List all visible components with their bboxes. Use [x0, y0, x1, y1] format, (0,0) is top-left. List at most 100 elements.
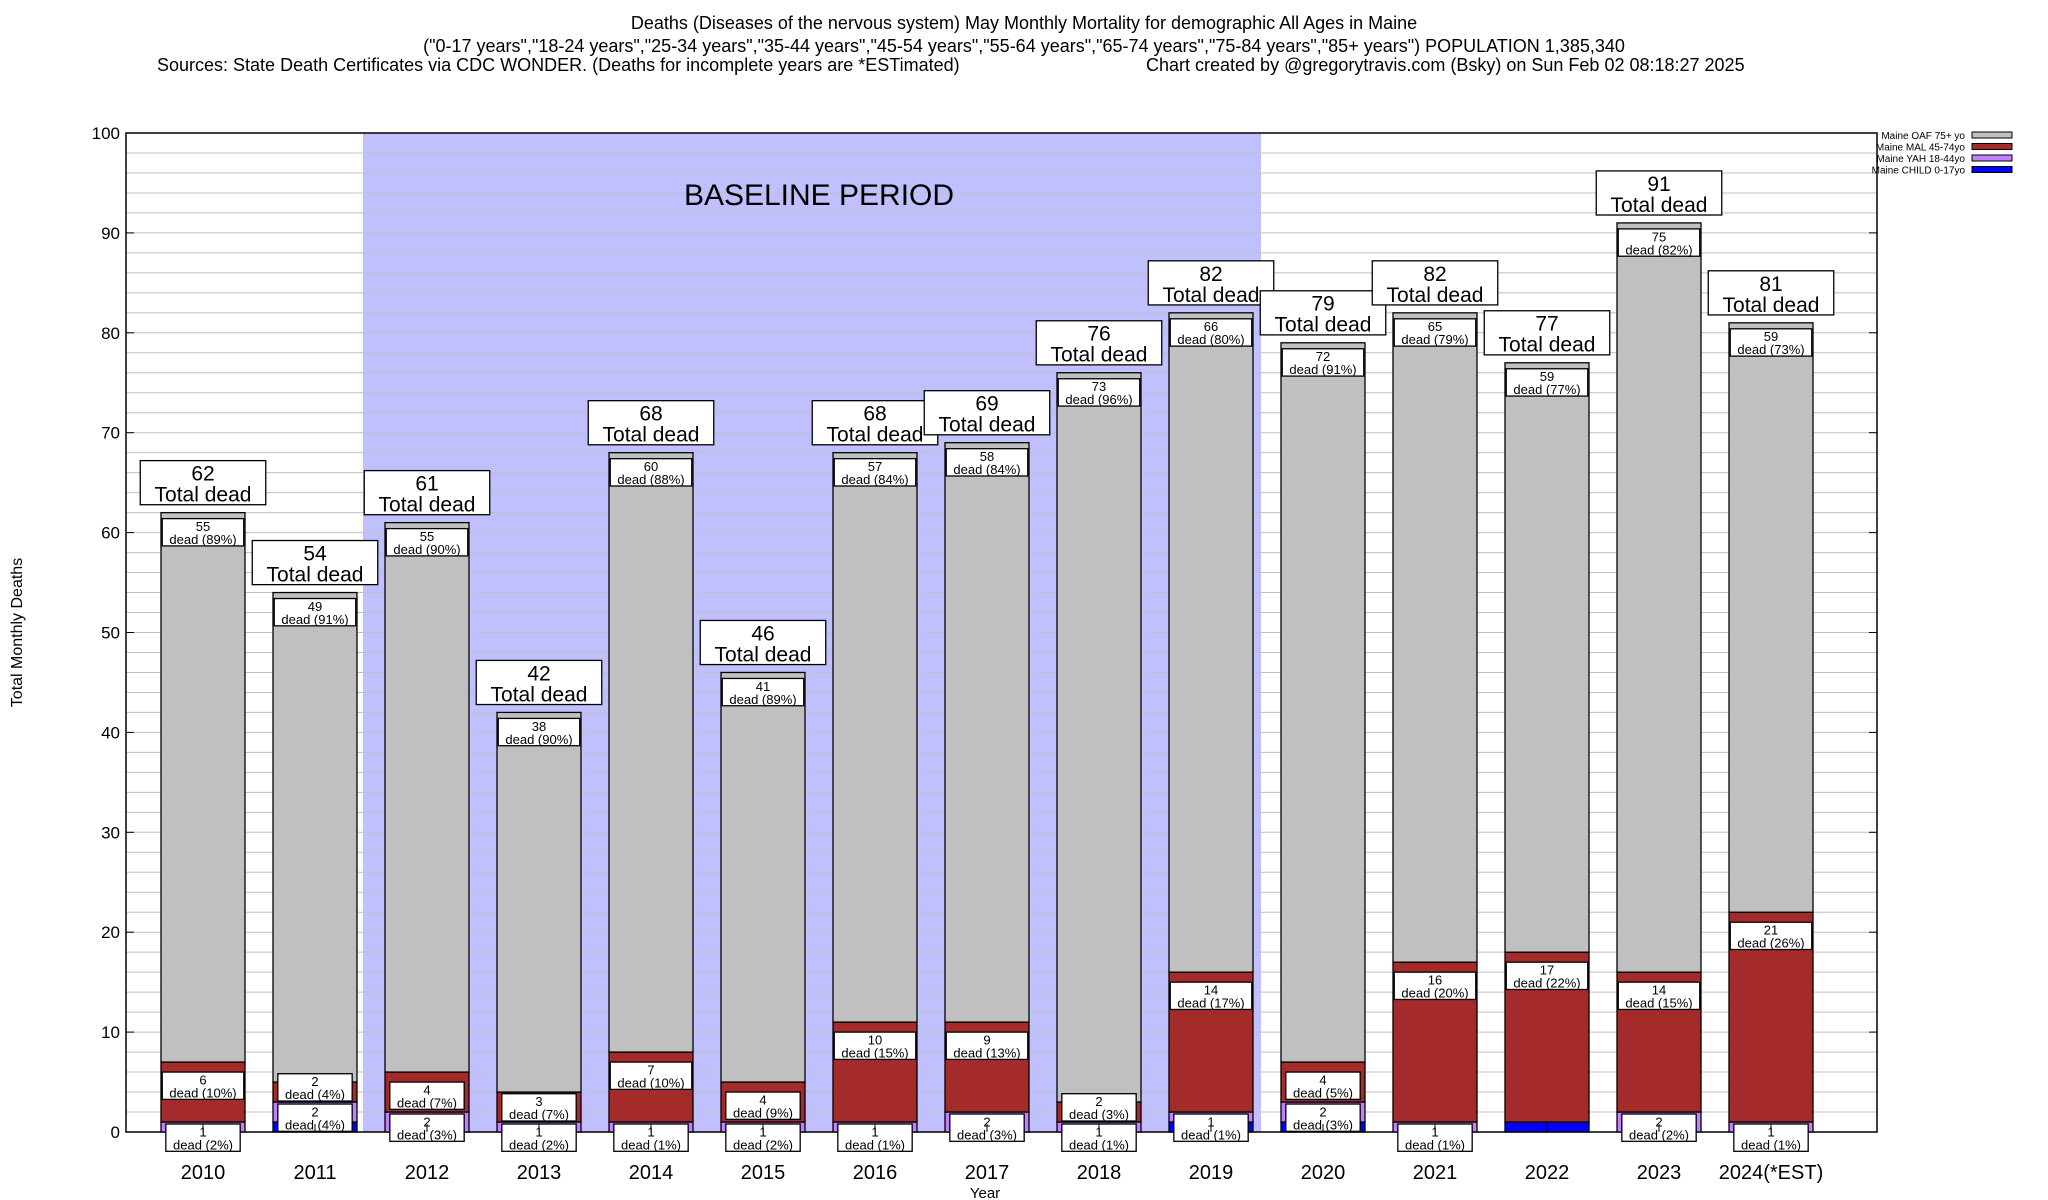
- total-label-value: 82: [1423, 263, 1446, 286]
- y-tick-label: 90: [101, 224, 120, 243]
- segment-label-box: [277, 1073, 353, 1102]
- total-label-box: [1371, 260, 1499, 306]
- segment-label-value: 2: [1095, 1094, 1102, 1109]
- x-axis-label: Year: [970, 1185, 1000, 1200]
- x-tick-label: 2010: [181, 1162, 226, 1184]
- segment-label-pct: dead (20%): [1401, 986, 1468, 1001]
- legend-swatch: [1971, 166, 2013, 173]
- legend-label: Maine YAH 18-44yo: [1876, 154, 1965, 165]
- segment-label-box: [1281, 348, 1365, 377]
- bar-segment-maine-oaf-75-yo: [496, 711, 582, 1093]
- segment-label-value: 60: [644, 459, 658, 474]
- segment-label-value: 7: [647, 1062, 654, 1077]
- chart-title: Deaths (Diseases of the nervous system) …: [630, 13, 1418, 33]
- y-axis-label: Total Monthly Deaths: [9, 558, 26, 707]
- segment-label-value: 9: [983, 1032, 990, 1047]
- y-tick-label: 50: [101, 624, 120, 643]
- segment-label-value: 4: [423, 1082, 430, 1097]
- total-label-box: [475, 659, 603, 706]
- x-tick-label: 2015: [741, 1162, 786, 1184]
- total-label-value: 77: [1535, 313, 1558, 336]
- total-label-box: [251, 539, 379, 586]
- segment-label-pct: dead (2%): [1629, 1127, 1689, 1142]
- y-tick-label: 20: [101, 923, 120, 942]
- segment-label-value: 75: [1652, 229, 1666, 244]
- segment-label-box: [1061, 1093, 1137, 1122]
- total-label-value: 54: [303, 542, 327, 565]
- bar-segment-maine-oaf-75-yo: [384, 521, 470, 1073]
- total-label-value: 79: [1311, 293, 1334, 316]
- total-label-value: 61: [415, 473, 438, 496]
- total-label-box: [363, 469, 491, 516]
- segment-label-pct: dead (91%): [281, 612, 348, 627]
- y-tick-label: 80: [101, 324, 120, 343]
- segment-label-pct: dead (89%): [169, 532, 236, 547]
- chart-sources: Sources: State Death Certificates via CD…: [157, 55, 960, 75]
- legend-swatch: [1971, 131, 2013, 139]
- segment-label-pct: dead (13%): [953, 1045, 1020, 1060]
- segment-label-box: [273, 597, 357, 627]
- segment-label-value: 55: [196, 519, 210, 534]
- segment-label-value: 2: [311, 1104, 318, 1119]
- segment-label-value: 14: [1652, 983, 1666, 998]
- segment-label-box: [609, 1061, 693, 1091]
- y-tick-label: 70: [101, 424, 120, 443]
- segment-label-pct: dead (90%): [393, 542, 460, 557]
- total-label-value: 68: [639, 403, 662, 426]
- segment-label-value: 2: [1319, 1104, 1326, 1119]
- x-tick-label: 2022: [1525, 1162, 1570, 1184]
- segment-label-value: 17: [1540, 963, 1554, 978]
- segment-label-box: [609, 458, 693, 487]
- segment-label-pct: dead (10%): [617, 1075, 684, 1090]
- segment-label-value: 38: [532, 719, 546, 734]
- bar-segment-maine-oaf-75-yo: [1168, 312, 1254, 973]
- total-label-box: [1035, 320, 1163, 366]
- bar-segment-maine-oaf-75-yo: [1392, 312, 1478, 963]
- segment-label-value: 59: [1540, 369, 1554, 384]
- segment-label-box: [1061, 1123, 1137, 1152]
- total-label-pct: Total dead: [715, 643, 812, 666]
- total-label-pct: Total dead: [827, 424, 924, 447]
- segment-label-value: 1: [1207, 1114, 1214, 1129]
- segment-label-box: [161, 1071, 245, 1101]
- total-label-pct: Total dead: [1499, 334, 1596, 357]
- segment-label-pct: dead (15%): [841, 1045, 908, 1060]
- total-label-value: 69: [975, 393, 998, 416]
- segment-label-pct: dead (80%): [1177, 332, 1244, 347]
- segment-label-pct: dead (84%): [953, 462, 1020, 477]
- x-tick-label: 2013: [517, 1162, 562, 1184]
- total-label-pct: Total dead: [491, 683, 588, 706]
- segment-label-pct: dead (96%): [1065, 392, 1132, 407]
- segment-label-pct: dead (73%): [1737, 342, 1804, 357]
- total-label-pct: Total dead: [1723, 294, 1820, 317]
- segment-label-box: [501, 1093, 577, 1122]
- bar-segment-maine-oaf-75-yo: [1056, 372, 1142, 1103]
- bar-segment-maine-oaf-75-yo: [160, 511, 246, 1063]
- segment-label-value: 73: [1092, 379, 1106, 394]
- total-label-pct: Total dead: [603, 424, 700, 447]
- bar-segment-maine-oaf-75-yo: [1728, 322, 1814, 913]
- total-label-value: 91: [1647, 173, 1670, 196]
- segment-label-pct: dead (1%): [1741, 1137, 1801, 1152]
- segment-label-box: [1169, 981, 1253, 1011]
- segment-label-value: 55: [420, 529, 434, 544]
- total-label-value: 68: [863, 403, 886, 426]
- total-label-box: [923, 390, 1051, 436]
- segment-label-value: 58: [980, 449, 994, 464]
- segment-label-pct: dead (4%): [285, 1087, 345, 1102]
- segment-label-pct: dead (7%): [509, 1107, 569, 1122]
- total-label-box: [699, 619, 827, 666]
- x-tick-label: 2018: [1077, 1162, 1122, 1184]
- bar-segment-maine-oaf-75-yo: [944, 442, 1030, 1023]
- segment-label-value: 14: [1204, 983, 1218, 998]
- segment-label-pct: dead (84%): [841, 472, 908, 487]
- total-label-pct: Total dead: [155, 484, 252, 507]
- bar-segment-maine-oaf-75-yo: [832, 452, 918, 1023]
- segment-label-pct: dead (3%): [957, 1127, 1017, 1142]
- segment-label-box: [833, 458, 917, 487]
- segment-label-box: [1169, 318, 1253, 347]
- segment-label-pct: dead (22%): [1513, 976, 1580, 991]
- total-label-value: 76: [1087, 323, 1110, 346]
- segment-label-pct: dead (17%): [1177, 996, 1244, 1011]
